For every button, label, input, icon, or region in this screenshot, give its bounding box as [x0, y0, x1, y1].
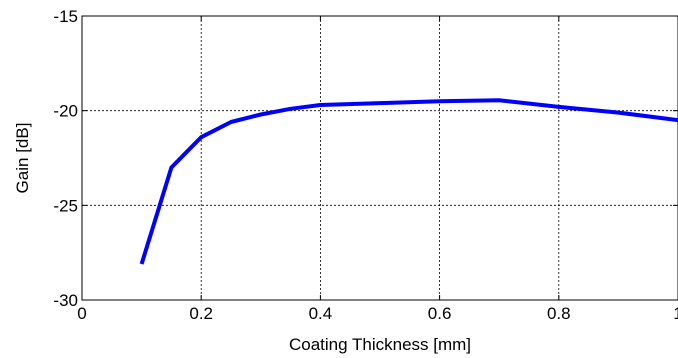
- x-tick-label: 0.6: [428, 304, 452, 323]
- plot-area: [81, 15, 678, 301]
- y-tick-label: -30: [53, 291, 78, 310]
- x-axis-label: Coating Thickness [mm]: [289, 335, 471, 354]
- series-group: [139, 98, 678, 265]
- y-axis-label: Gain [dB]: [13, 123, 32, 194]
- x-tick-label: 0.4: [309, 304, 333, 323]
- x-tick-label: 0: [77, 304, 86, 323]
- x-tick-label: 0.2: [189, 304, 213, 323]
- y-tick-labels: -30 -25 -20 -15: [53, 7, 78, 310]
- y-tick-label: -20: [53, 102, 78, 121]
- y-tick-label: -15: [53, 7, 78, 26]
- y-tick-label: -25: [53, 196, 78, 215]
- series-line: [139, 98, 678, 265]
- x-tick-labels: 0 0.2 0.4 0.6 0.8 1: [77, 304, 678, 323]
- tick-marks: [81, 15, 678, 301]
- x-tick-label: 0.8: [547, 304, 571, 323]
- x-tick-label: 1: [673, 304, 678, 323]
